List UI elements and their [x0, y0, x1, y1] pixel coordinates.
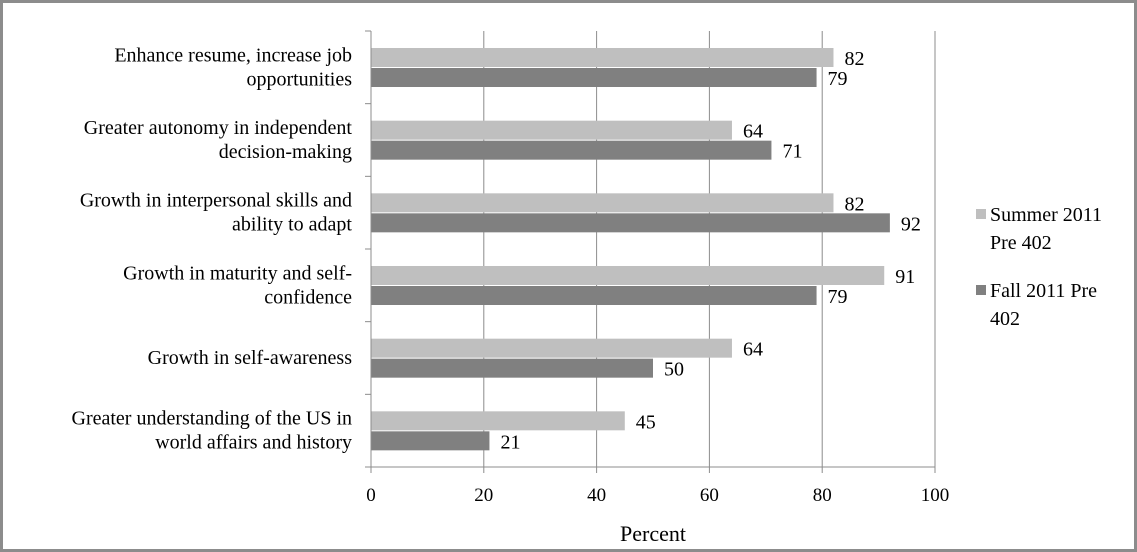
data-label: 64	[743, 121, 763, 143]
bar	[371, 140, 772, 160]
bar	[371, 431, 490, 451]
data-label: 21	[500, 431, 520, 453]
legend-label: 402	[990, 308, 1020, 330]
x-tick-label: 20	[474, 485, 493, 506]
data-label: 79	[828, 286, 848, 308]
legend-swatch	[976, 209, 986, 219]
category-label: Growth in interpersonal skills and	[80, 190, 352, 212]
legend-swatch	[976, 285, 986, 295]
bar	[371, 213, 890, 233]
bar	[371, 266, 885, 285]
data-label: 92	[901, 213, 921, 235]
bar	[371, 286, 817, 305]
category-label: Growth in self-awareness	[148, 347, 353, 369]
data-label: 82	[844, 193, 864, 215]
x-tick-label: 80	[813, 485, 832, 506]
bar	[371, 120, 732, 140]
category-label: Growth in maturity and self-	[123, 262, 352, 284]
bar	[371, 48, 834, 67]
category-label: Greater autonomy in independent	[84, 117, 353, 139]
category-label: decision-making	[219, 141, 352, 163]
legend-label: Summer 2011	[990, 204, 1102, 226]
bar	[371, 193, 834, 213]
data-label: 79	[828, 68, 848, 90]
category-label: Greater understanding of the US in	[72, 408, 352, 430]
x-tick-label: 100	[921, 485, 950, 506]
category-label: confidence	[264, 286, 352, 308]
data-label: 50	[664, 359, 684, 381]
bar	[371, 411, 625, 431]
legend-label: Fall 2011 Pre	[990, 280, 1097, 302]
category-label: ability to adapt	[232, 214, 352, 236]
category-label: world affairs and history	[155, 432, 352, 454]
category-label: Enhance resume, increase job	[114, 44, 352, 66]
x-tick-label: 60	[700, 485, 719, 506]
data-label: 71	[782, 141, 802, 163]
category-label: opportunities	[246, 68, 352, 90]
data-label: 64	[743, 339, 763, 361]
bar	[371, 358, 653, 378]
bar	[371, 338, 732, 358]
x-axis-title: Percent	[620, 521, 686, 546]
data-label: 82	[844, 48, 864, 70]
data-label: 45	[636, 411, 656, 433]
x-tick-label: 0	[366, 485, 376, 506]
x-tick-label: 40	[587, 485, 606, 506]
data-label: 91	[895, 266, 915, 288]
legend-label: Pre 402	[990, 232, 1052, 254]
bar	[371, 68, 817, 87]
